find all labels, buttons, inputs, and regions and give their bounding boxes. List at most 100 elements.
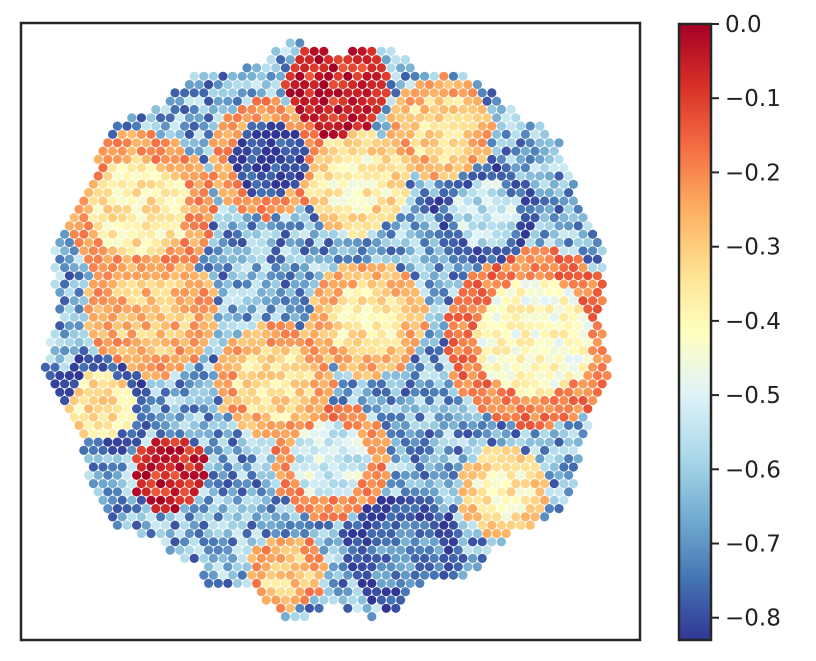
hex-spot	[391, 520, 401, 530]
hex-spot	[568, 429, 579, 439]
hex-spot	[511, 429, 521, 439]
hex-spot	[184, 495, 194, 505]
hex-spot	[496, 504, 506, 514]
hex-spot	[324, 437, 334, 447]
hex-spot	[112, 121, 122, 131]
hex-spot	[492, 362, 502, 372]
hex-spot	[208, 370, 218, 381]
hex-spot	[314, 587, 324, 597]
hex-spot	[463, 445, 473, 455]
hex-spot	[180, 537, 190, 547]
hex-spot	[420, 204, 430, 214]
hex-spot	[400, 204, 410, 214]
hex-spot	[98, 146, 108, 156]
hex-spot	[352, 88, 362, 98]
hex-spot	[444, 213, 454, 223]
hex-spot	[386, 479, 396, 489]
hex-spot	[492, 445, 502, 455]
hex-spot	[501, 262, 511, 273]
hex-spot	[232, 578, 242, 589]
hex-spot	[237, 354, 247, 364]
hex-spot	[151, 204, 161, 214]
hex-spot	[372, 570, 382, 580]
hex-spot	[242, 213, 252, 223]
hex-spot	[333, 88, 343, 98]
hex-spot	[252, 429, 262, 439]
hex-spot	[549, 429, 559, 439]
hex-spot	[444, 329, 454, 339]
hex-spot	[324, 188, 334, 198]
hex-spot	[98, 329, 108, 339]
hex-spot	[160, 204, 170, 214]
hex-spot	[280, 246, 290, 256]
hex-spot	[271, 512, 281, 522]
hex-spot	[223, 80, 233, 90]
hex-spot	[304, 470, 314, 480]
hex-spot	[170, 404, 180, 414]
hex-spot	[487, 304, 497, 314]
hex-spot	[88, 346, 98, 356]
hex-spot	[492, 213, 502, 223]
hex-spot	[228, 520, 238, 530]
hex-spot	[314, 171, 324, 181]
hex-spot	[338, 545, 348, 555]
hex-spot	[468, 188, 478, 198]
hex-spot	[208, 387, 218, 397]
hex-spot	[472, 462, 482, 472]
hex-spot	[136, 412, 146, 422]
hex-spot	[295, 487, 305, 497]
hex-spot	[170, 504, 180, 514]
hex-spot	[568, 312, 579, 322]
hex-spot	[367, 146, 377, 156]
hex-spot	[376, 379, 386, 389]
hex-spot	[405, 146, 415, 156]
hex-spot	[501, 479, 511, 489]
hex-spot	[175, 129, 185, 139]
hex-spot	[194, 196, 204, 206]
hex-spot	[448, 171, 458, 181]
hex-spot	[487, 204, 497, 214]
hex-spot	[103, 321, 113, 331]
hex-spot	[348, 96, 358, 106]
hex-spot	[372, 204, 382, 214]
hex-spot	[180, 454, 190, 464]
hex-spot	[458, 204, 468, 214]
hex-spot	[127, 179, 137, 189]
hex-spot	[343, 138, 353, 148]
hex-spot	[482, 429, 492, 439]
hex-spot	[271, 46, 281, 56]
hex-spot	[410, 437, 420, 447]
hex-spot	[400, 370, 410, 381]
hex-spot	[472, 312, 482, 322]
hex-spot	[64, 287, 74, 297]
hex-spot	[434, 279, 444, 289]
hex-spot	[319, 395, 329, 406]
hex-spot	[357, 262, 367, 273]
hex-spot	[501, 246, 511, 256]
hex-spot	[189, 104, 199, 115]
hex-spot	[108, 362, 118, 372]
hex-spot	[501, 279, 511, 289]
hex-spot	[117, 312, 127, 322]
hex-spot	[247, 271, 257, 281]
hex-spot	[103, 254, 113, 264]
hex-spot	[266, 470, 276, 480]
hex-spot	[530, 129, 540, 139]
hex-spot	[396, 379, 406, 389]
hex-spot	[564, 337, 574, 347]
hex-spot	[69, 412, 79, 422]
hex-spot	[45, 354, 55, 364]
hex-spot	[252, 562, 262, 572]
hex-spot	[391, 138, 401, 148]
hex-spot	[295, 587, 305, 597]
hex-spot	[184, 196, 194, 206]
hex-spot	[295, 553, 305, 564]
hex-spot	[453, 379, 463, 389]
hex-spot	[290, 479, 300, 489]
hex-spot	[352, 404, 362, 414]
hex-spot	[276, 304, 286, 314]
hex-spot	[568, 362, 579, 372]
hex-spot	[213, 395, 223, 406]
hex-spot	[285, 237, 295, 248]
hex-spot	[218, 88, 228, 98]
